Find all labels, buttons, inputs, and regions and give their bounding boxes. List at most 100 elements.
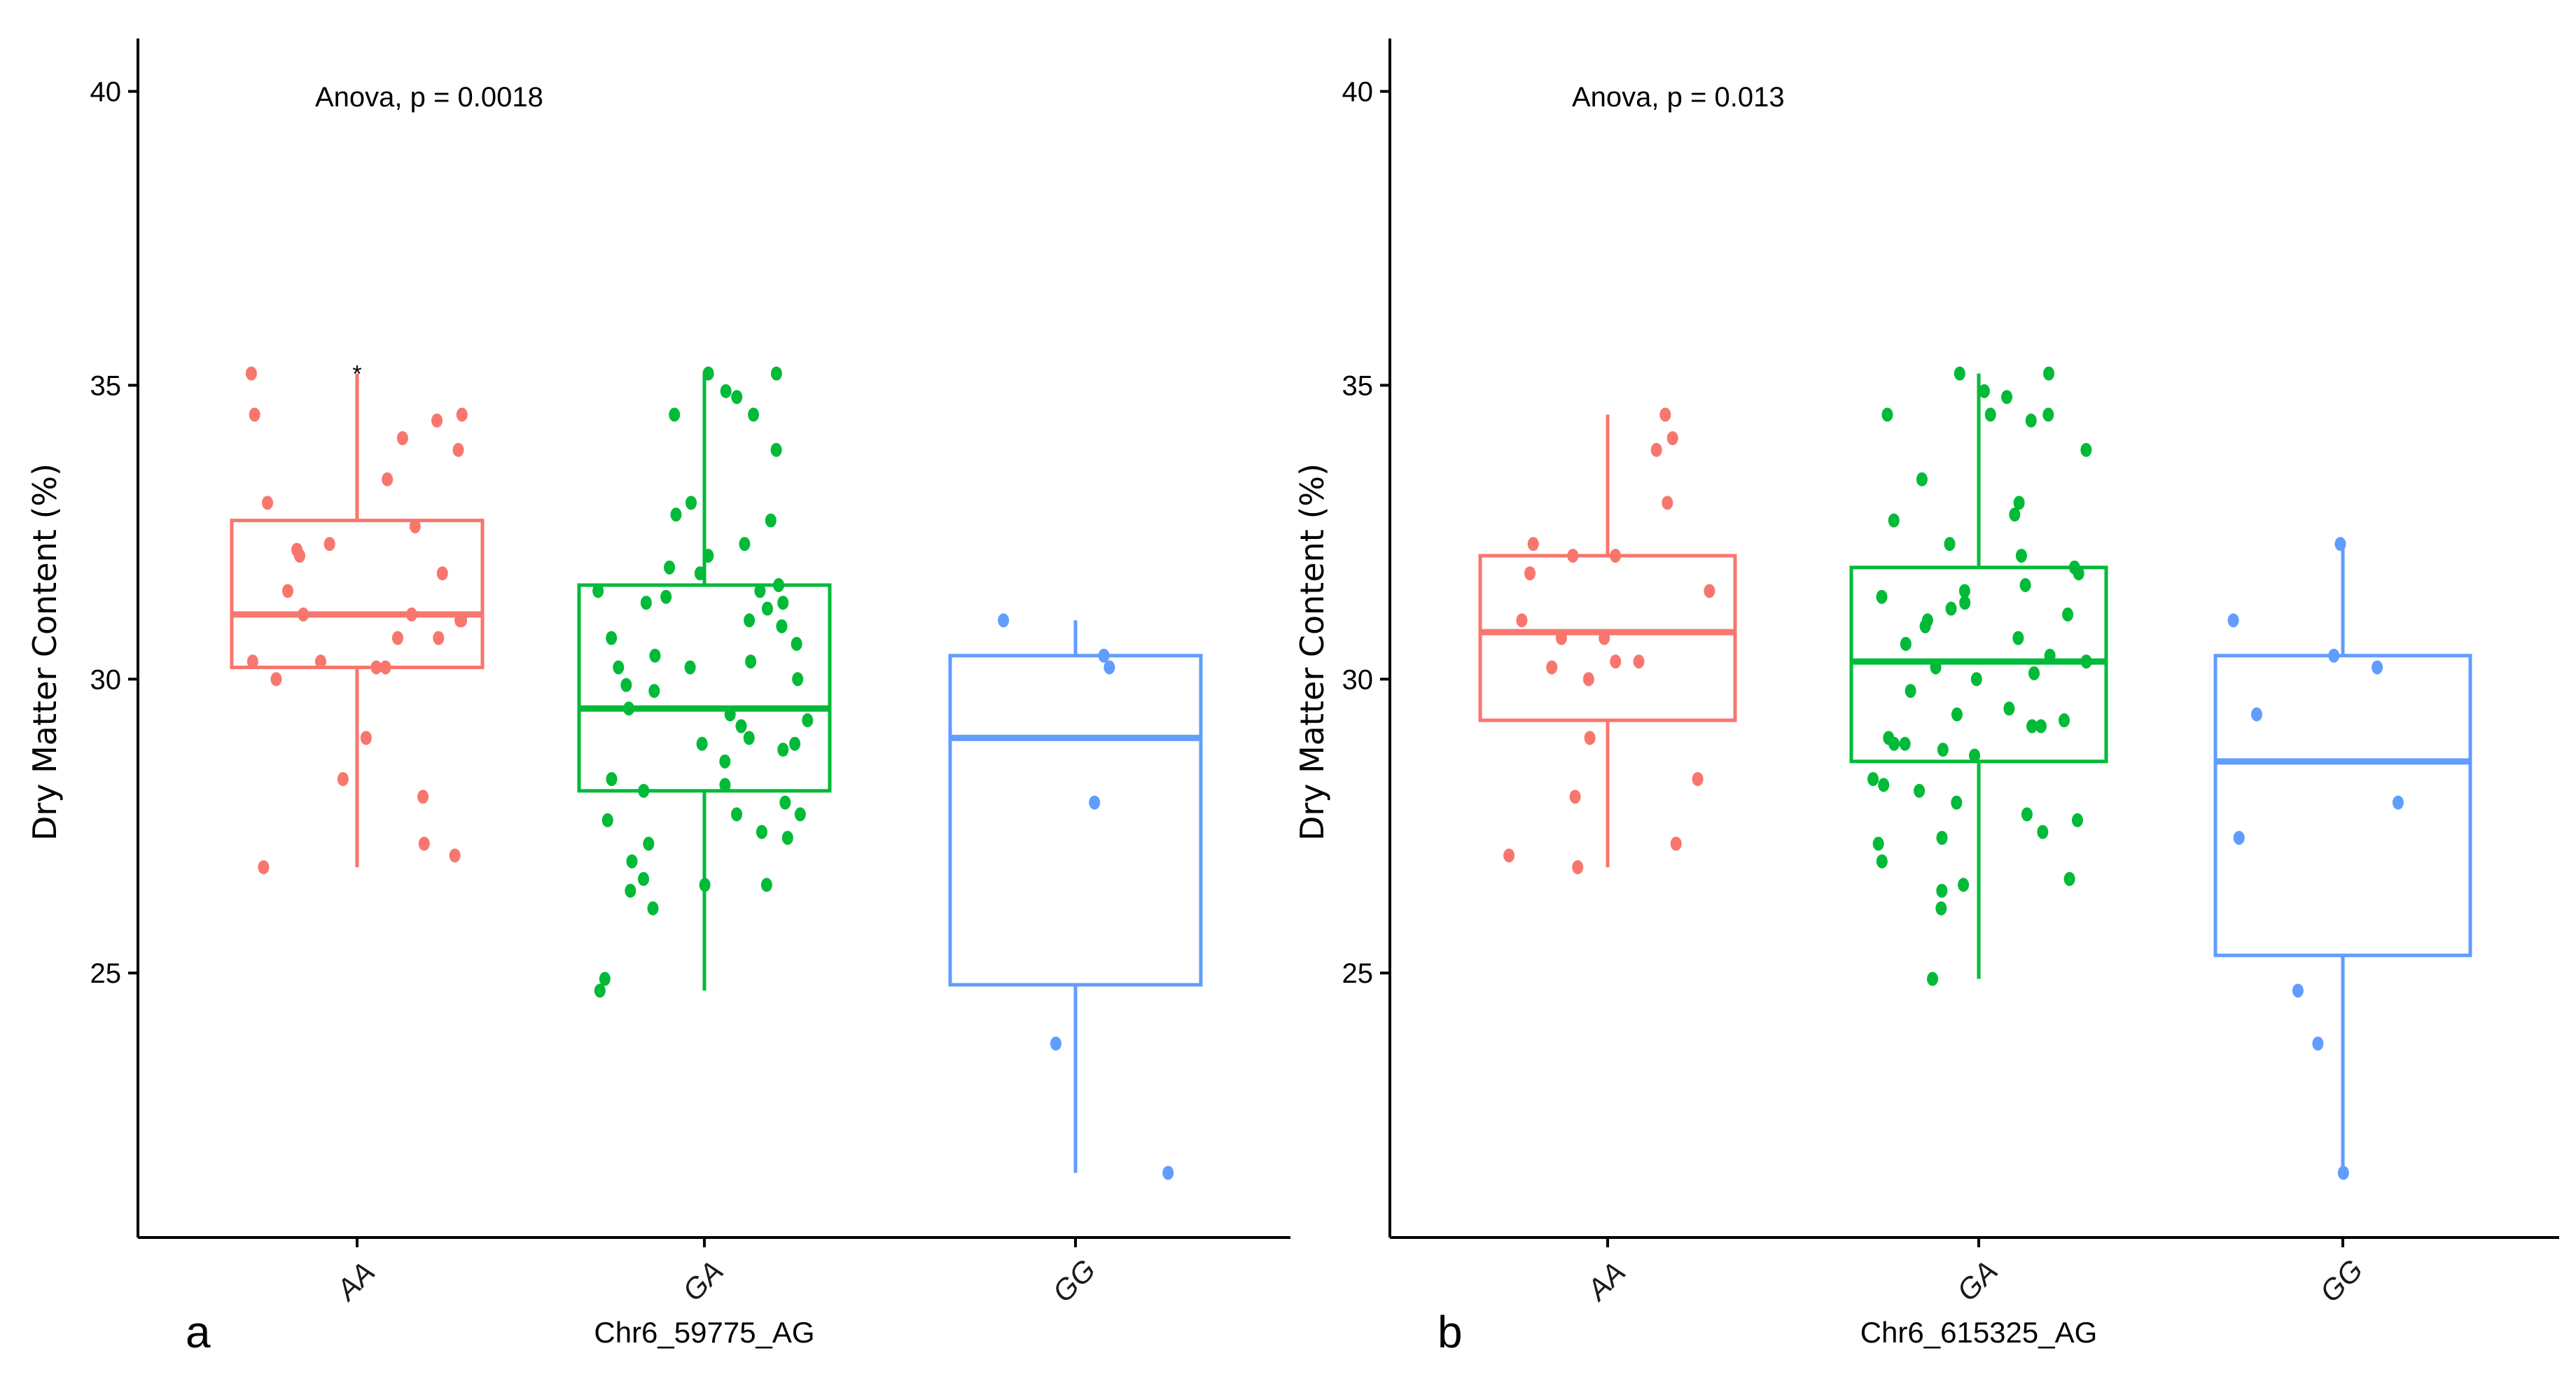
data-point bbox=[418, 836, 430, 851]
data-point bbox=[298, 607, 309, 622]
data-point bbox=[2028, 666, 2040, 680]
data-point bbox=[599, 972, 611, 986]
data-point bbox=[1050, 1036, 1061, 1051]
y-axis-title: Dry Matter Content (%) bbox=[1293, 463, 1331, 841]
data-point bbox=[719, 754, 731, 769]
data-point bbox=[702, 548, 714, 563]
data-point bbox=[1633, 654, 1645, 669]
data-point bbox=[1610, 654, 1622, 669]
data-point bbox=[2062, 607, 2074, 622]
data-point bbox=[1970, 672, 1982, 687]
x-tick-label: AA bbox=[328, 1255, 381, 1308]
data-point bbox=[1944, 537, 1956, 552]
data-point bbox=[380, 660, 391, 675]
data-point bbox=[2059, 713, 2070, 728]
panel-letter: b bbox=[1437, 1307, 1463, 1357]
data-point bbox=[396, 431, 408, 445]
data-point bbox=[1958, 584, 1970, 598]
data-point bbox=[452, 442, 464, 457]
box-AA bbox=[230, 519, 485, 669]
data-point bbox=[592, 584, 604, 598]
data-point bbox=[436, 566, 448, 581]
data-point bbox=[2009, 507, 2021, 522]
data-point bbox=[1876, 589, 1888, 604]
data-point bbox=[594, 983, 606, 998]
data-point bbox=[370, 660, 382, 675]
data-point bbox=[702, 366, 714, 381]
data-point bbox=[664, 560, 676, 575]
data-point bbox=[696, 736, 708, 751]
data-point bbox=[606, 772, 618, 787]
data-point bbox=[1930, 660, 1942, 675]
x-tick-label: GG bbox=[1046, 1253, 1101, 1308]
data-point bbox=[433, 631, 445, 645]
data-point bbox=[1503, 848, 1515, 863]
box-GG bbox=[948, 654, 1203, 987]
data-point bbox=[2015, 548, 2027, 563]
data-point bbox=[2021, 807, 2033, 822]
data-point bbox=[669, 407, 681, 422]
data-point bbox=[1692, 772, 1704, 787]
data-point bbox=[2044, 648, 2056, 663]
data-point bbox=[724, 707, 736, 722]
data-point bbox=[2392, 795, 2404, 810]
data-point bbox=[2250, 707, 2262, 722]
data-point bbox=[760, 878, 772, 892]
data-point bbox=[739, 537, 751, 552]
y-tick-label: 30 bbox=[1342, 664, 1374, 695]
data-point bbox=[281, 584, 293, 598]
data-point bbox=[246, 654, 258, 669]
y-tick-label: 25 bbox=[90, 958, 122, 989]
data-point bbox=[1650, 442, 1662, 457]
y-tick-label: 35 bbox=[90, 370, 122, 401]
data-point bbox=[1098, 648, 1110, 663]
data-point bbox=[360, 731, 372, 745]
data-point bbox=[1872, 836, 1884, 851]
data-point bbox=[670, 507, 682, 522]
x-tick-label: AA bbox=[1579, 1255, 1631, 1308]
data-point bbox=[773, 577, 785, 592]
data-point bbox=[1599, 631, 1610, 645]
data-point bbox=[2080, 442, 2092, 457]
x-axis-title: Chr6_59775_AG bbox=[594, 1316, 814, 1349]
data-point bbox=[1670, 836, 1682, 851]
data-point bbox=[779, 795, 791, 810]
data-point bbox=[454, 613, 466, 628]
data-point bbox=[744, 613, 756, 628]
data-point bbox=[1945, 601, 1957, 616]
data-point bbox=[743, 731, 755, 745]
box-GA bbox=[577, 583, 832, 793]
x-tick-label: GG bbox=[2313, 1253, 2369, 1308]
data-point bbox=[684, 660, 696, 675]
data-point bbox=[2337, 1165, 2349, 1180]
data-point bbox=[2003, 701, 2015, 716]
data-point bbox=[2073, 566, 2084, 581]
data-point bbox=[770, 366, 782, 381]
y-axis-title: Dry Matter Content (%) bbox=[26, 463, 64, 841]
data-point bbox=[1527, 537, 1539, 552]
data-point bbox=[781, 831, 793, 845]
data-point bbox=[1951, 795, 1963, 810]
data-point bbox=[648, 684, 660, 699]
data-point bbox=[792, 672, 804, 687]
data-point bbox=[770, 442, 782, 457]
data-point bbox=[1516, 613, 1528, 628]
data-point bbox=[1899, 736, 1911, 751]
data-point bbox=[620, 678, 632, 692]
data-point bbox=[1584, 731, 1596, 745]
data-point bbox=[1969, 748, 1981, 763]
data-point bbox=[765, 513, 777, 528]
data-point bbox=[1954, 366, 1965, 381]
data-point bbox=[245, 366, 257, 381]
y-tick-label: 40 bbox=[1342, 77, 1374, 108]
data-point bbox=[1936, 883, 1948, 898]
data-point bbox=[409, 519, 421, 533]
x-axis-title: Chr6_615325_AG bbox=[1860, 1316, 2098, 1349]
panel-a: 25 30 35 40 Dry Matter Content (%) AA GA GG Chr6… bbox=[26, 38, 1290, 1357]
data-point bbox=[1937, 743, 1949, 757]
data-point bbox=[258, 860, 270, 874]
x-tick-label: GA bbox=[676, 1254, 730, 1308]
data-point bbox=[1572, 860, 1584, 874]
data-point bbox=[638, 783, 650, 798]
